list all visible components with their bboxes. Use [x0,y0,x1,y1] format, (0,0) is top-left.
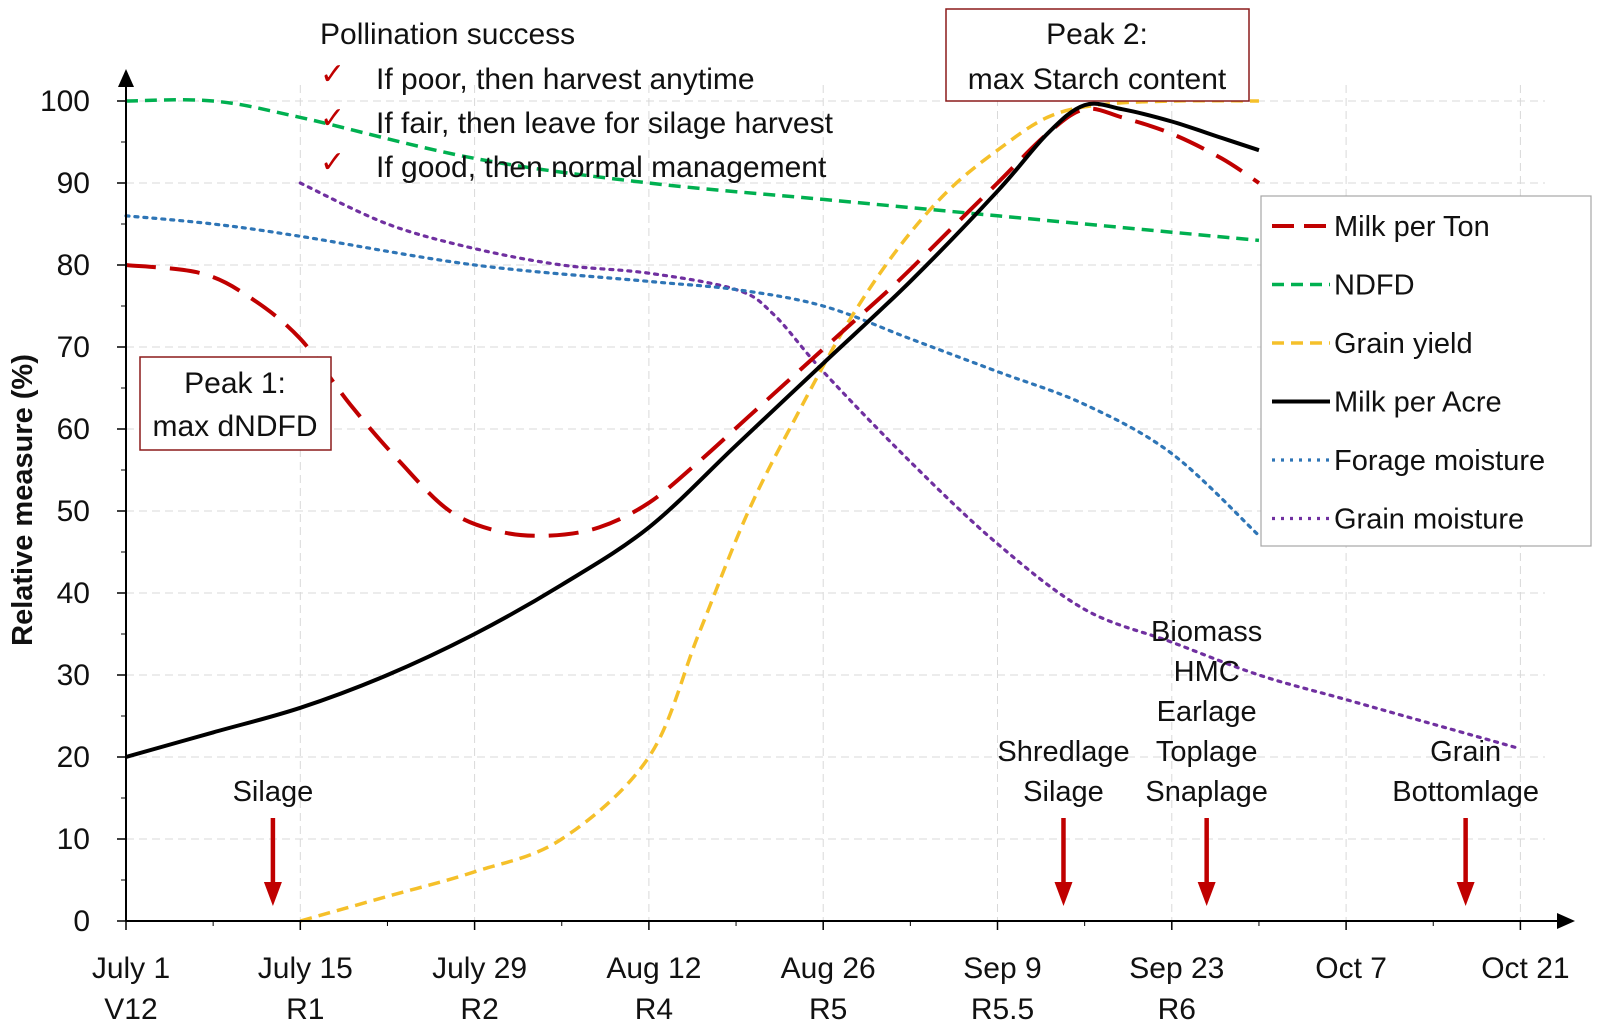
x-tick-stage: R4 [635,993,673,1026]
y-tick-label: 30 [57,659,90,692]
harvest-arrows: Silage Shredlage Silage Biomass HMC Earlage To… [233,616,1539,906]
pollination-item-good: If good, then normal management [376,151,827,184]
x-tick-date: Oct 7 [1315,952,1387,985]
y-tick-label: 10 [57,823,90,856]
y-tick-labels: 0 10 20 30 40 50 60 70 80 90 100 [40,85,90,938]
harvest-label: Silage [1023,776,1104,808]
y-tick-label: 0 [73,905,90,938]
x-tick-date: July 29 [432,952,527,985]
y-tick-label: 90 [57,167,90,200]
harvest-arrow-head [1456,882,1475,906]
x-tick-stage: V12 [104,993,157,1026]
legend-items: Milk per Ton NDFD Grain yield Milk per Acre… [1272,211,1545,536]
x-tick-stage: R5.5 [971,993,1034,1026]
series-ndfd [125,98,1260,243]
series-lines [124,98,1522,923]
x-tick-stage: R6 [1158,993,1196,1026]
legend-box [1260,195,1592,547]
series-grain-moisture [298,181,1522,751]
y-tick-label: 50 [57,495,90,528]
x-tick-date: Aug 26 [781,952,876,985]
harvest-arrow-head [1054,882,1073,906]
series-milk-per-ton [125,106,1261,538]
legend-label: Forage moisture [1334,445,1545,477]
legend-label: NDFD [1334,270,1415,302]
peak1-line2: max dNDFD [152,410,317,443]
harvest-label: Toplage [1156,736,1258,768]
legend-label: Grain moisture [1334,504,1524,536]
peak2-line1: Peak 2: [1046,18,1148,51]
peak2-annotation: Peak 2: max Starch content [945,8,1250,102]
x-tick-stage: R2 [460,993,498,1026]
harvest-label: HMC [1174,656,1240,688]
y-tick-label: 20 [57,741,90,774]
legend-label: Milk per Ton [1334,211,1490,243]
x-tick-date: July 1 [92,952,170,985]
y-axis-label: Relative measure (%) [7,354,39,646]
check-icon: ✓ [320,146,345,179]
y-tick-label: 70 [57,331,90,364]
peak1-line1: Peak 1: [184,367,286,400]
x-tick-labels: July 1 V12 July 15 R1 July 29 R2 Aug 12 R4 Aug 2… [92,952,1570,1026]
x-axis-arrowhead [1557,913,1575,929]
legend: Milk per Ton NDFD Grain yield Milk per Acre… [1260,195,1592,547]
y-tick-label: 40 [57,577,90,610]
series-grain-yield [299,98,1259,923]
harvest-label: Earlage [1157,696,1257,728]
harvest-arrow-head [263,882,282,906]
x-tick-date: Sep 9 [963,952,1041,985]
axes [117,69,1575,930]
harvest-label: Snaplage [1145,776,1268,808]
pollination-item-fair: If fair, then leave for silage harvest [376,107,834,140]
y-axis-arrowhead [118,69,134,87]
x-tick-stage: R1 [286,993,324,1026]
harvest-label: Silage [233,776,314,808]
x-tick-date: Oct 21 [1481,952,1569,985]
harvest-label: Bottomlage [1392,776,1539,808]
harvest-label: Shredlage [997,736,1129,768]
x-tick-stage: R5 [809,993,847,1026]
legend-label: Milk per Acre [1334,387,1502,419]
x-tick-date: July 15 [258,952,353,985]
pollination-item-poor: If poor, then harvest anytime [376,63,755,96]
y-tick-label: 100 [40,85,90,118]
peak1-box [139,356,332,451]
pollination-annotation: Pollination success ✓ If poor, then harv… [320,18,834,184]
peak2-line2: max Starch content [968,63,1227,96]
pollination-title: Pollination success [320,18,575,51]
peak1-annotation: Peak 1: max dNDFD [139,356,332,451]
y-tick-label: 60 [57,413,90,446]
x-tick-date: Sep 23 [1129,952,1224,985]
harvest-arrow-head [1197,882,1216,906]
y-tick-label: 80 [57,249,90,282]
x-tick-date: Aug 12 [606,952,701,985]
check-icon: ✓ [320,58,345,91]
legend-label: Grain yield [1334,328,1473,360]
series-milk-per-acre [125,101,1260,759]
series-forage-moisture [124,214,1261,538]
harvest-label: Biomass [1151,616,1262,648]
harvest-label: Grain [1430,736,1501,768]
check-icon: ✓ [320,102,345,135]
peak2-box [945,8,1250,102]
